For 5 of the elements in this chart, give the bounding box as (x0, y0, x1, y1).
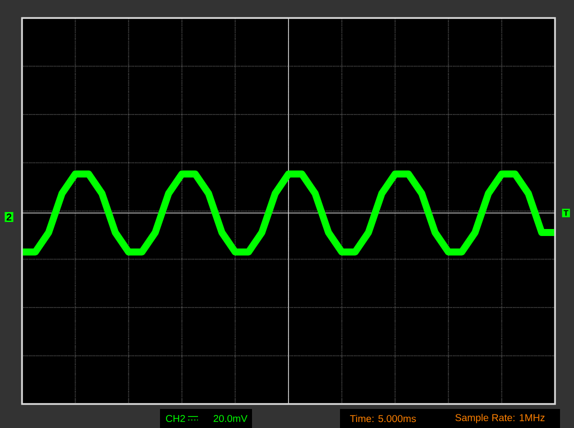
text: CH2 (166, 414, 185, 422)
text: Time: 5.000ms (350, 414, 416, 422)
text: 2 (6, 214, 12, 220)
text: 20.0mV (214, 414, 248, 422)
text: Sample Rate: 1MHz (455, 414, 545, 424)
